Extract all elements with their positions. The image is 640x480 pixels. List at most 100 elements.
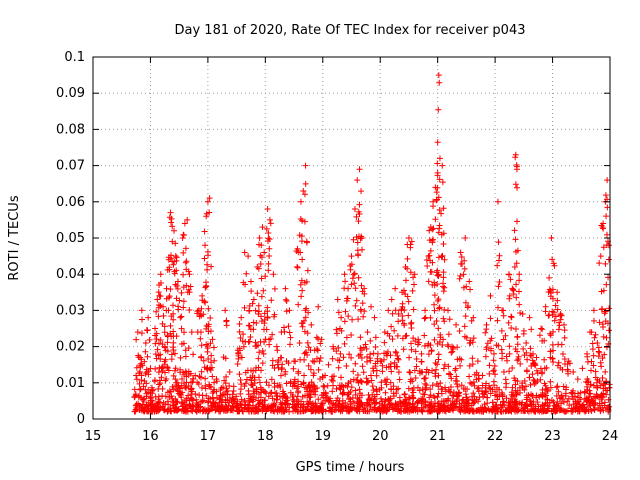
roti-spread-point [280,324,287,331]
roti-spread-point [197,335,204,342]
roti-band-point [299,393,306,400]
roti-band-point [328,400,335,407]
roti-band-point [516,389,523,396]
roti-band-point [544,399,551,406]
roti-spread-point [190,351,197,358]
roti-spread-point [597,359,604,366]
roti-spread-point [549,286,556,293]
roti-spread-point [200,357,207,364]
roti-spread-point [541,356,548,363]
roti-spread-point [528,326,535,333]
roti-spread-point [555,359,562,366]
roti-band-point [593,384,600,391]
roti-spread-point [271,311,278,318]
roti-band-point [234,398,241,405]
roti-spread-point [394,355,401,362]
roti-spread-point [592,331,599,338]
roti-band-point [536,393,543,400]
roti-band-point [210,388,217,395]
roti-spread-point [379,368,386,375]
roti-spread-point [394,332,401,339]
roti-band-point [323,394,330,401]
roti-band-point [606,403,613,410]
roti-spread-point [431,307,438,314]
roti-spread-point [313,334,320,341]
roti-band-point [430,393,437,400]
x-tick-label: 15 [85,429,102,444]
roti-band-point [440,402,447,409]
roti-band-point [253,394,260,401]
roti-band-point [278,403,285,410]
roti-band-point [168,393,175,400]
roti-band-point [292,402,299,409]
roti-spread-point [498,346,505,353]
roti-band-point [555,403,562,410]
roti-spread-point [482,353,489,360]
roti-band-point [148,394,155,401]
roti-spread-point [249,300,256,307]
roti-spread-point [549,355,556,362]
roti-spread-point [208,263,215,270]
roti-point [204,198,211,205]
roti-spread-point [462,313,469,320]
roti-spread-point [236,328,243,335]
roti-spread-point [427,314,434,321]
roti-band-point [468,393,475,400]
roti-band-point [535,403,542,410]
roti-spread-point [603,344,610,351]
roti-spread-point [258,242,265,249]
roti-point [466,278,473,285]
roti-spread-point [204,261,211,268]
roti-spread-point [180,232,187,239]
x-tick-label: 20 [372,429,389,444]
roti-spread-point [168,215,175,222]
roti-spread-point [365,379,372,386]
roti-band-point [223,405,230,412]
roti-spread-point [392,307,399,314]
roti-spread-point [182,347,189,354]
roti-band-point [390,393,397,400]
roti-spread-point [202,375,209,382]
roti-spread-point [452,377,459,384]
roti-spread-point [584,375,591,382]
roti-spread-point [364,353,371,360]
roti-spread-point [438,210,445,217]
roti-point [152,325,159,332]
roti-spread-point [236,345,243,352]
roti-spread-point [205,321,212,328]
roti-spread-point [440,269,447,276]
roti-spread-point [534,378,541,385]
roti-band-point [405,400,412,407]
roti-spread-point [453,381,460,388]
roti-spread-point [599,305,606,312]
roti-spread-point [435,383,442,390]
roti-spread-point [187,370,194,377]
roti-spread-point [170,316,177,323]
roti-spread-point [269,331,276,338]
roti-band-point [458,400,465,407]
roti-point [184,216,191,223]
roti-band-point [312,385,319,392]
roti-point [133,372,140,379]
roti-spread-point [301,372,308,379]
roti-spread-point [252,307,259,314]
roti-band-point [164,407,171,414]
roti-spread-point [250,326,257,333]
roti-spread-point [438,253,445,260]
roti-spread-point [514,378,521,385]
roti-point [361,285,368,292]
roti-spread-point [448,349,455,356]
roti-band-point [358,392,365,399]
roti-spread-point [283,308,290,315]
roti-point [325,361,332,368]
roti-spread-point [461,257,468,264]
roti-spread-point [305,309,312,316]
roti-band-point [565,395,572,402]
roti-spread-point [355,316,362,323]
roti-spread-point [587,381,594,388]
x-tick-label: 17 [200,429,217,444]
roti-spread-point [555,326,562,333]
roti-spread-point [311,383,318,390]
roti-spread-point [513,294,520,301]
roti-band-point [354,407,361,414]
